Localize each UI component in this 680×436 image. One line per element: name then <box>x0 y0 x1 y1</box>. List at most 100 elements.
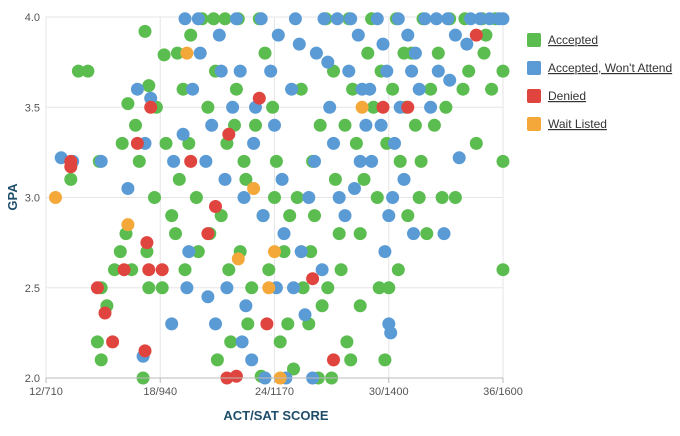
data-point <box>496 154 510 168</box>
data-point <box>464 12 478 26</box>
data-point <box>344 353 358 367</box>
data-point <box>207 12 221 26</box>
data-point <box>140 236 154 250</box>
data-point <box>296 281 310 295</box>
data-point <box>288 12 302 26</box>
data-point <box>193 46 207 60</box>
data-point <box>460 37 474 51</box>
data-point <box>142 263 156 277</box>
y-tick-label: 3.0 <box>25 193 40 205</box>
data-point <box>353 299 367 313</box>
data-point <box>424 100 438 114</box>
data-point <box>218 12 232 26</box>
data-point <box>184 28 198 42</box>
data-point <box>144 91 158 105</box>
data-point <box>469 136 483 150</box>
data-point <box>367 100 380 114</box>
data-point <box>294 82 308 96</box>
data-point <box>218 172 232 186</box>
data-point <box>144 100 158 114</box>
data-point <box>264 64 278 78</box>
series-0 <box>64 12 510 385</box>
data-point <box>226 100 240 114</box>
data-point <box>308 154 321 168</box>
data-point <box>262 281 276 295</box>
legend-swatch <box>527 117 541 131</box>
data-point <box>220 281 234 295</box>
data-point <box>268 191 281 204</box>
data-point <box>117 263 131 277</box>
data-point <box>271 28 285 42</box>
data-point <box>231 252 245 266</box>
data-point <box>388 136 401 150</box>
x-tick-label: 18/940 <box>143 386 177 398</box>
data-point <box>346 82 360 96</box>
data-point <box>180 46 194 60</box>
data-point <box>351 28 365 42</box>
data-point <box>287 362 300 376</box>
data-point <box>121 218 135 232</box>
legend-label: Accepted <box>548 33 598 47</box>
data-point <box>269 154 283 168</box>
data-point <box>401 28 415 42</box>
data-point <box>224 335 238 349</box>
legend-item[interactable]: Accepted <box>527 33 598 47</box>
data-point <box>328 172 342 186</box>
data-point <box>477 46 491 60</box>
data-point <box>424 82 438 96</box>
data-point <box>365 154 379 168</box>
data-point <box>201 100 215 114</box>
x-tick-label: 12/710 <box>29 386 63 398</box>
data-point <box>239 299 253 313</box>
data-point <box>357 172 371 186</box>
data-point <box>359 118 373 132</box>
legend-swatch <box>527 89 541 103</box>
data-point <box>229 12 243 26</box>
data-point <box>201 227 215 241</box>
series-3 <box>49 46 369 385</box>
data-point <box>115 136 129 150</box>
data-point <box>94 353 108 367</box>
data-point <box>130 136 144 150</box>
data-point <box>169 227 182 241</box>
data-point <box>98 306 112 320</box>
legend-item[interactable]: Wait Listed <box>527 117 607 131</box>
data-point <box>332 227 346 241</box>
data-point <box>327 353 340 367</box>
data-point <box>397 172 411 186</box>
data-point <box>361 46 375 60</box>
data-point <box>172 172 186 186</box>
data-point <box>407 227 420 241</box>
y-tick-label: 3.5 <box>25 102 40 114</box>
data-point <box>258 46 272 60</box>
data-point <box>456 82 470 96</box>
data-point <box>189 191 203 204</box>
data-point <box>302 191 316 204</box>
data-point <box>283 209 297 223</box>
data-point <box>237 154 251 168</box>
data-point <box>94 154 108 168</box>
data-point <box>254 12 268 26</box>
data-point <box>338 209 352 223</box>
data-point <box>485 82 499 96</box>
data-point <box>327 136 340 150</box>
data-point <box>348 182 361 195</box>
data-point <box>448 191 462 204</box>
data-point <box>138 344 152 358</box>
y-axis-title: GPA <box>5 183 20 211</box>
data-point <box>412 191 426 204</box>
data-point <box>315 299 329 313</box>
data-point <box>155 263 169 277</box>
data-point <box>393 154 407 168</box>
data-point <box>138 24 152 38</box>
data-point <box>275 172 289 186</box>
legend-item[interactable]: Accepted, Won't Attend <box>527 61 672 75</box>
data-point <box>374 118 388 132</box>
data-point <box>191 12 205 26</box>
data-point <box>49 191 62 204</box>
data-point <box>245 281 259 295</box>
legend-item[interactable]: Denied <box>527 89 586 103</box>
y-tick-label: 2.0 <box>25 373 40 385</box>
data-point <box>237 191 251 204</box>
